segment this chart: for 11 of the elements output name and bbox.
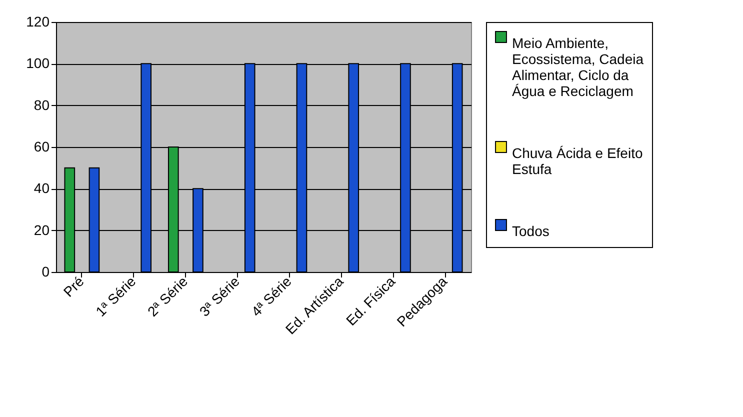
y-tick-label: 100	[26, 55, 50, 72]
y-tick-label: 20	[34, 222, 50, 238]
y-tick-label: 120	[26, 14, 50, 30]
y-tick-label: 0	[42, 264, 50, 280]
legend-label: Todos	[512, 223, 550, 239]
x-tick-label: Pré	[60, 272, 88, 300]
legend-label: Meio Ambiente, Ecossistema, Cadeia Alimentar, Ciclo da Água e Reciclagem	[512, 35, 644, 99]
y-tick-label: 60	[34, 138, 50, 154]
y-tick-label: 80	[34, 96, 50, 113]
legend-label: Chuva Ácida e Efeito Estufa	[512, 145, 643, 177]
y-tick-label: 40	[34, 180, 50, 196]
